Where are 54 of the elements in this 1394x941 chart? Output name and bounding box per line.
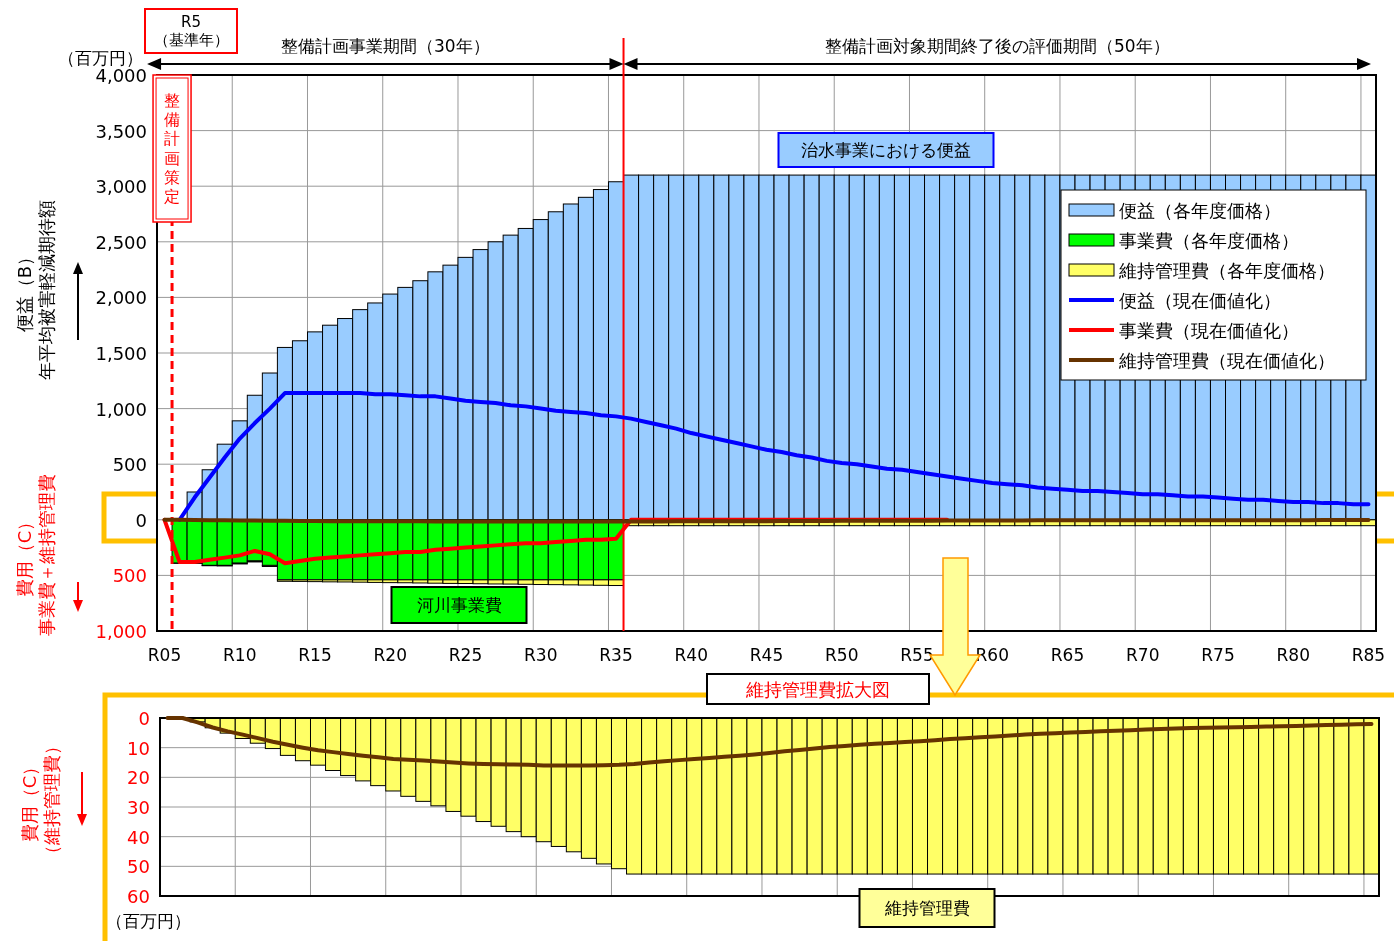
x-tick-label: R40 [674, 645, 708, 665]
text: 整備計画対象期間終了後の評価期間（50年） [824, 36, 1170, 56]
y-tick-label: 3,000 [95, 175, 147, 197]
legend-label: 維持管理費（各年度価格） [1118, 259, 1335, 281]
y-tick-label: 0 [138, 707, 150, 729]
text: （百万円） [105, 911, 191, 931]
text: 維持管理費 [883, 898, 970, 918]
x-tick-label: R45 [749, 645, 784, 665]
x-tick-label: R70 [1126, 645, 1160, 665]
y-tick-label: 20 [127, 766, 150, 788]
y-tick-label: 10 [127, 737, 150, 759]
y-tick-label: 1,500 [95, 342, 147, 364]
x-tick-label: R35 [599, 645, 633, 665]
x-tick-label: R85 [1351, 645, 1386, 665]
x-tick-label: R65 [1050, 645, 1085, 665]
x-tick-label: R20 [373, 645, 407, 665]
y-tick-label: 0 [135, 509, 147, 531]
y-tick-label: 60 [127, 885, 150, 907]
legend-label: 便益（各年度価格） [1119, 199, 1281, 221]
y-tick-label: 500 [112, 564, 147, 586]
y-axis-title: 便益（B）年平均被害軽減期待額 [13, 200, 57, 380]
text: （百万円） [57, 48, 143, 68]
annotation: 河川事業費 [416, 595, 502, 615]
y-tick-label: 1,000 [95, 620, 147, 642]
legend-label: 事業費（各年度価格） [1119, 229, 1299, 251]
y-tick-label: 50 [127, 855, 150, 877]
legend-label: 維持管理費（現在価値化） [1118, 349, 1335, 371]
x-tick-label: R80 [1276, 645, 1310, 665]
x-tick-label: R05 [147, 645, 182, 665]
x-tick-label: R75 [1201, 645, 1235, 665]
y-tick-label: 1,000 [95, 398, 147, 420]
y-tick-label: 2,000 [95, 286, 147, 308]
annotation: 治水事業における便益 [801, 140, 971, 160]
x-tick-label: R60 [975, 645, 1009, 665]
y-tick-label: 30 [127, 796, 150, 818]
legend-label: 事業費（現在価値化） [1119, 319, 1299, 341]
x-tick-label: R15 [298, 645, 332, 665]
x-tick-label: R30 [524, 645, 558, 665]
x-tick-label: R10 [223, 645, 257, 665]
line-series [165, 716, 1374, 768]
x-tick-label: R55 [900, 645, 934, 665]
y-axis-title: 費用（C）（維持管理費） [18, 737, 62, 863]
y-tick-label: 40 [127, 826, 150, 848]
text: R5 （基準年） [153, 13, 229, 49]
y-tick-label: 3,500 [95, 120, 147, 142]
x-tick-label: R50 [825, 645, 859, 665]
x-tick-label: R25 [448, 645, 483, 665]
y-tick-label: 2,500 [95, 231, 147, 253]
chart-title: 維持管理費拡大図 [745, 678, 890, 700]
y-tick-label: 500 [112, 453, 147, 475]
legend-label: 便益（現在価値化） [1119, 289, 1281, 311]
text: 整備計画事業期間（30年） [280, 36, 490, 56]
ref-line-label: 整備計画策定 [164, 90, 181, 206]
text: 費用（C）事業費＋維持管理費 [13, 474, 57, 636]
